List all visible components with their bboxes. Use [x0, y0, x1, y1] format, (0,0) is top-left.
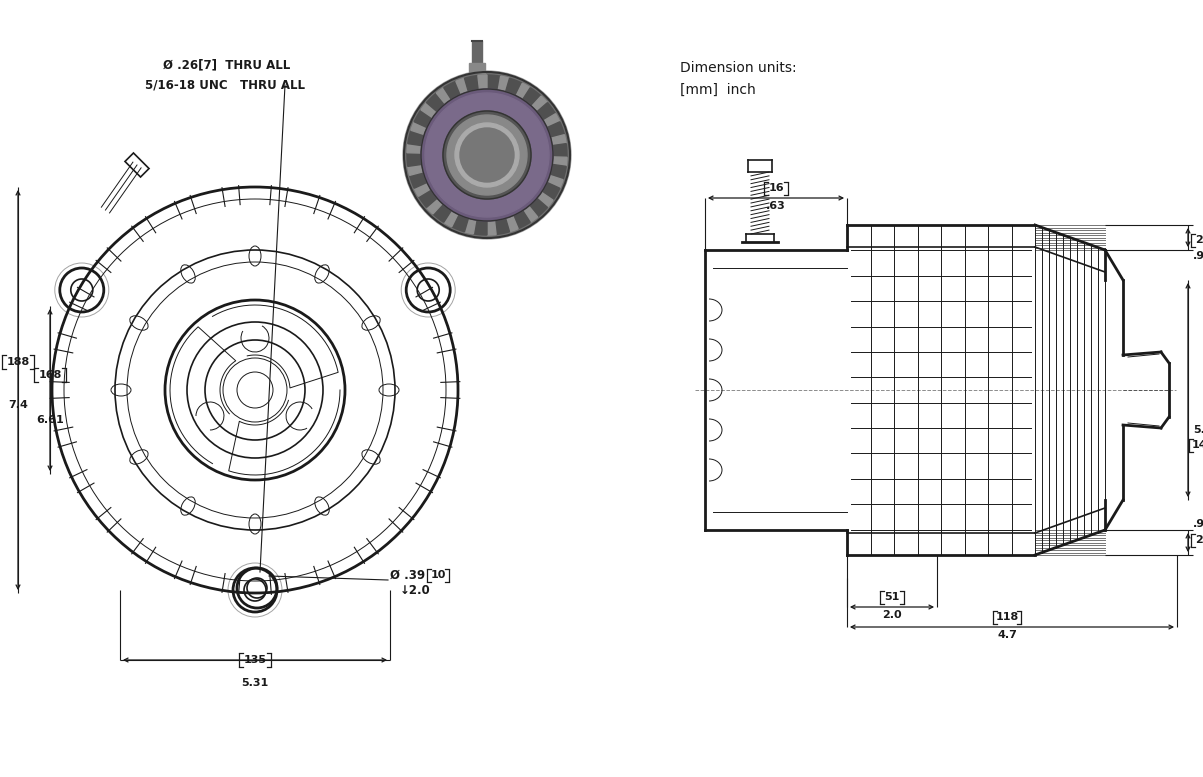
Polygon shape [411, 122, 427, 134]
Bar [472, 41, 482, 71]
Polygon shape [487, 75, 500, 90]
Text: 5/16-18 UNC   THRU ALL: 5/16-18 UNC THRU ALL [146, 78, 306, 92]
Polygon shape [487, 221, 496, 235]
Text: Ø .39: Ø .39 [390, 569, 425, 581]
Polygon shape [494, 218, 510, 235]
Text: 7.4: 7.4 [8, 400, 28, 410]
Text: 5.6: 5.6 [1193, 425, 1203, 435]
Circle shape [448, 115, 527, 195]
Text: 51: 51 [884, 592, 900, 602]
Text: Ø .26[7]  THRU ALL: Ø .26[7] THRU ALL [162, 58, 290, 71]
Polygon shape [456, 78, 468, 94]
Polygon shape [464, 218, 475, 234]
Polygon shape [544, 113, 559, 127]
Text: 10: 10 [431, 570, 445, 580]
Polygon shape [505, 216, 518, 232]
Text: 5.31: 5.31 [242, 678, 268, 688]
Text: .96: .96 [1193, 251, 1203, 261]
Polygon shape [516, 83, 531, 99]
Polygon shape [498, 76, 510, 92]
Text: 24: 24 [1196, 235, 1203, 245]
Text: 168: 168 [38, 370, 61, 380]
Text: ↓2.0: ↓2.0 [401, 584, 431, 598]
Polygon shape [427, 198, 443, 214]
Polygon shape [410, 172, 427, 188]
Polygon shape [433, 204, 451, 222]
Bar [125, 153, 149, 177]
Text: .63: .63 [766, 201, 786, 211]
Text: 143: 143 [1191, 440, 1203, 450]
Text: 6.61: 6.61 [36, 415, 64, 425]
Text: 16: 16 [769, 183, 784, 193]
Polygon shape [427, 93, 445, 112]
Text: 135: 135 [243, 655, 267, 665]
Polygon shape [408, 131, 425, 145]
Polygon shape [451, 214, 468, 232]
Polygon shape [407, 144, 422, 153]
Polygon shape [529, 198, 547, 217]
Polygon shape [522, 206, 538, 222]
Circle shape [405, 73, 569, 237]
Polygon shape [547, 122, 564, 138]
Text: .96: .96 [1193, 519, 1203, 529]
Polygon shape [551, 134, 567, 145]
Polygon shape [444, 211, 458, 227]
Polygon shape [541, 183, 559, 200]
Polygon shape [444, 82, 461, 99]
Polygon shape [408, 165, 423, 176]
Polygon shape [421, 103, 437, 118]
Circle shape [425, 93, 549, 217]
Text: 2.0: 2.0 [882, 610, 902, 620]
Polygon shape [437, 88, 451, 104]
Circle shape [460, 128, 514, 182]
Polygon shape [419, 189, 437, 207]
Polygon shape [505, 78, 522, 96]
Polygon shape [532, 96, 547, 112]
Polygon shape [550, 165, 567, 179]
Circle shape [410, 78, 564, 232]
Polygon shape [552, 157, 567, 166]
Polygon shape [512, 211, 531, 228]
Text: 118: 118 [995, 612, 1019, 622]
Text: 24: 24 [1196, 535, 1203, 545]
Bar [469, 63, 485, 73]
Polygon shape [478, 75, 487, 89]
Polygon shape [407, 153, 422, 166]
Circle shape [455, 123, 518, 187]
Text: [mm]  inch: [mm] inch [680, 83, 755, 97]
Text: 188: 188 [6, 357, 30, 367]
Text: Dimension units:: Dimension units: [680, 61, 796, 75]
Polygon shape [522, 88, 541, 106]
Polygon shape [414, 183, 431, 197]
Polygon shape [537, 103, 556, 121]
Text: 4.7: 4.7 [997, 630, 1017, 640]
Polygon shape [547, 176, 563, 188]
Polygon shape [537, 192, 553, 207]
Circle shape [421, 89, 553, 221]
Polygon shape [552, 144, 567, 157]
Polygon shape [414, 110, 433, 127]
Circle shape [443, 111, 531, 199]
Polygon shape [473, 220, 487, 235]
Polygon shape [464, 75, 480, 92]
Circle shape [403, 71, 571, 239]
